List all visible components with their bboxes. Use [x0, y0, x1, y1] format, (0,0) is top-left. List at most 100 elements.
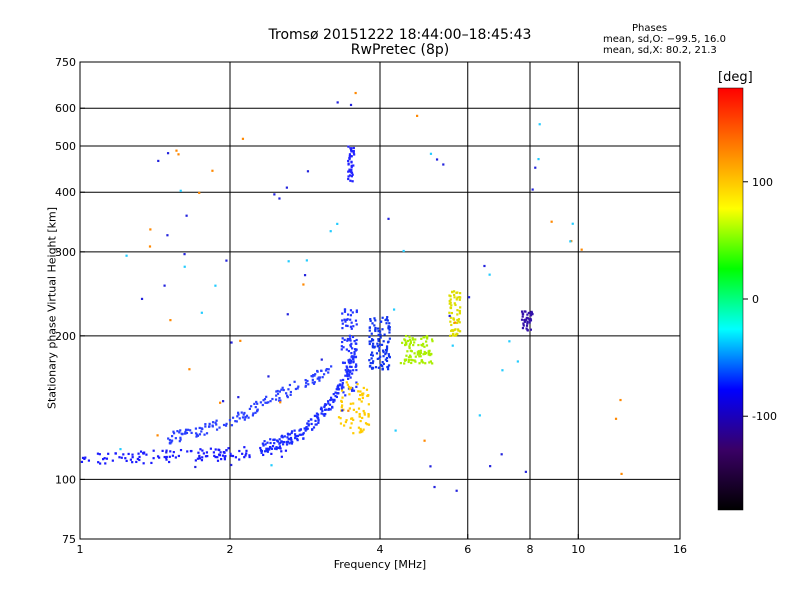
data-point [368, 326, 372, 329]
data-point [352, 151, 355, 154]
data-point [263, 398, 267, 401]
data-point [350, 166, 353, 169]
data-point [344, 394, 347, 397]
data-point [457, 329, 460, 332]
data-point [348, 373, 351, 376]
data-point [223, 456, 226, 459]
data-point [350, 175, 353, 178]
data-point [384, 353, 387, 356]
data-point [354, 356, 357, 359]
data-point [135, 460, 138, 464]
data-point [209, 447, 212, 450]
data-point [260, 449, 263, 452]
data-point [177, 153, 180, 156]
data-point [138, 455, 141, 459]
data-point [387, 340, 390, 343]
data-point [238, 449, 241, 453]
data-point [458, 312, 462, 315]
data-point [346, 324, 349, 328]
data-point [387, 326, 390, 329]
data-point [522, 324, 525, 327]
data-point [385, 349, 388, 352]
data-point [301, 433, 305, 436]
data-point [355, 363, 358, 366]
phases-line-o: mean, sd,O: −99.5, 16.0 [603, 34, 726, 45]
data-point [378, 330, 382, 333]
data-point [170, 439, 174, 442]
data-point [449, 295, 452, 298]
data-point [358, 398, 361, 401]
chart-subtitle: RwPretec (8p) [350, 42, 450, 58]
x-tick-label: 16 [673, 543, 687, 556]
data-point [214, 284, 217, 287]
data-point [337, 388, 340, 391]
data-point [412, 338, 415, 341]
data-point [413, 352, 416, 355]
y-tick-label: 200 [55, 330, 76, 343]
data-point [354, 319, 358, 322]
data-point [425, 340, 428, 343]
data-point [387, 325, 390, 328]
data-point [200, 459, 204, 462]
data-point [270, 464, 273, 467]
data-point [426, 335, 429, 338]
data-point [329, 396, 333, 399]
data-point [175, 149, 178, 152]
data-point [105, 457, 109, 460]
data-point [350, 327, 353, 330]
data-point [430, 338, 434, 341]
data-point [274, 398, 278, 401]
data-point [341, 389, 344, 392]
data-point [288, 383, 292, 387]
data-point [363, 411, 366, 415]
data-point [265, 447, 268, 450]
data-point [218, 426, 221, 429]
data-point [238, 458, 241, 461]
data-point [81, 456, 85, 460]
data-point [280, 388, 283, 391]
data-point [311, 428, 314, 431]
data-point [234, 456, 238, 459]
chart-title: Tromsø 20151222 18:44:00–18:45:43 [268, 27, 532, 43]
data-point [285, 443, 289, 446]
data-point [306, 427, 309, 430]
data-point [384, 318, 387, 322]
data-point [417, 350, 420, 353]
data-point [163, 284, 166, 287]
data-point [337, 416, 341, 419]
data-point [362, 428, 365, 431]
data-point [306, 170, 310, 173]
data-point [352, 164, 355, 167]
data-point [367, 415, 370, 418]
data-point [420, 359, 424, 362]
data-point [170, 435, 174, 438]
data-point [414, 338, 417, 341]
data-point [178, 431, 181, 434]
data-point [241, 416, 245, 419]
data-point [260, 451, 263, 454]
data-point [347, 163, 350, 166]
data-point [304, 384, 308, 387]
data-point [157, 159, 160, 163]
data-point [114, 452, 117, 455]
data-point [271, 445, 275, 448]
data-point [354, 342, 357, 345]
data-point [346, 374, 349, 378]
data-point [341, 312, 344, 315]
data-point [351, 311, 354, 314]
data-point [341, 361, 345, 364]
data-point [459, 292, 462, 295]
data-point [102, 458, 105, 461]
data-point [341, 340, 344, 344]
data-point [348, 365, 352, 368]
data-point [378, 343, 381, 346]
data-point [458, 309, 461, 313]
data-point [347, 177, 350, 181]
data-point [195, 435, 198, 438]
data-point [352, 408, 355, 411]
data-point [198, 455, 201, 459]
data-point [354, 91, 357, 95]
data-point [348, 388, 351, 391]
data-point [366, 423, 369, 426]
data-point [361, 416, 364, 420]
